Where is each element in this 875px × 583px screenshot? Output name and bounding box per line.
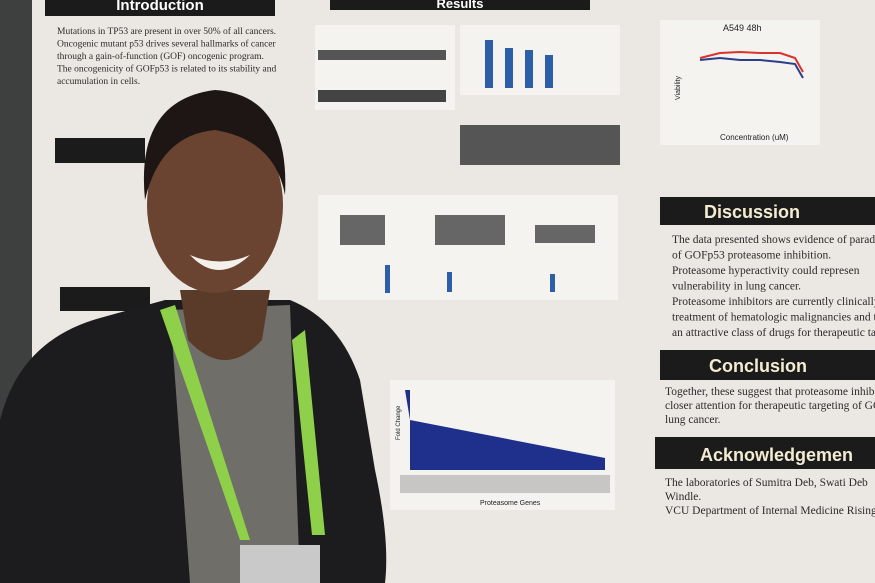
poster-bar (485, 40, 493, 88)
body-line: VCU Department of Internal Medicine Risi… (665, 505, 875, 517)
badge (240, 545, 320, 583)
body-line: Proteasome hyperactivity could represen (672, 265, 860, 277)
body-line: an attractive class of drugs for therape… (672, 327, 875, 339)
body-line: The oncogenicity of GOFp53 is related to… (57, 64, 277, 75)
body-line: vulnerability in lung cancer. (672, 281, 801, 293)
heading-bar (660, 350, 875, 380)
heading-bar (660, 197, 875, 225)
smile (190, 255, 250, 270)
figure-label: Viability (675, 76, 682, 100)
lanyard (160, 305, 250, 540)
figure-label: A549 48h (723, 23, 762, 33)
body-line: Oncogenic mutant p53 drives several hall… (57, 39, 277, 50)
body-line: The data presented shows evidence of par… (672, 234, 875, 246)
section-heading: Discussion (704, 202, 800, 222)
body-line: accumulation in cells. (57, 77, 140, 87)
poster-bar (385, 265, 390, 293)
heading-bar (330, 0, 590, 10)
body-line: Together, these suggest that proteasome … (665, 386, 875, 398)
heading-bar (655, 437, 875, 469)
body-line: Proteasome inhibitors are currently clin… (672, 296, 875, 308)
heading-bar (55, 138, 145, 163)
poster-bar (447, 272, 452, 292)
face (147, 117, 283, 293)
poster-bar (525, 50, 533, 88)
body-line: lung cancer. (665, 414, 721, 426)
blot (318, 50, 446, 60)
body-line: The laboratories of Sumitra Deb, Swati D… (665, 477, 868, 489)
figure-panel (318, 195, 618, 300)
body-text: Mutations in TP53 are present in over 50… (57, 26, 875, 517)
section-heading: Results (437, 0, 484, 11)
blot (435, 215, 505, 245)
gene-labels (400, 475, 610, 493)
body-line: treatment of hematologic malignancies an… (672, 312, 875, 324)
shirt (170, 305, 300, 583)
bar-panel (460, 25, 620, 95)
body-line: closer attention for therapeutic targeti… (665, 400, 875, 412)
section-heading: Introduction (116, 0, 203, 14)
body-line: through a gain-of-function (GOF) oncogen… (57, 51, 264, 62)
hair (143, 90, 286, 200)
blot (460, 125, 620, 165)
figure-label: Proteasome Genes (480, 500, 541, 507)
heading-bar (60, 287, 150, 311)
person (0, 90, 387, 583)
blot (318, 90, 446, 102)
heading-bar (45, 0, 275, 16)
blot (340, 215, 385, 245)
gene-bars (405, 390, 605, 470)
figure-label: Concentration (uM) (720, 133, 789, 142)
blot (535, 225, 595, 243)
body-line: Windle. (665, 491, 701, 503)
lanyard (292, 330, 325, 535)
body-line: Mutations in TP53 are present in over 50… (57, 26, 276, 37)
figure-panels (315, 20, 820, 510)
section-heading: Conclusion (709, 356, 807, 376)
poster-bar (550, 274, 555, 292)
body-line: of GOFp53 proteasome inhibition. (672, 250, 831, 262)
line-panel (660, 20, 820, 145)
poster-line (699, 56, 804, 79)
figure-label: Fold Change (396, 405, 402, 440)
section-heading: Acknowledgemen (700, 445, 853, 465)
neck (180, 290, 270, 360)
poster-bar (545, 55, 553, 88)
poster-line (699, 50, 804, 73)
poster-bar (505, 48, 513, 88)
